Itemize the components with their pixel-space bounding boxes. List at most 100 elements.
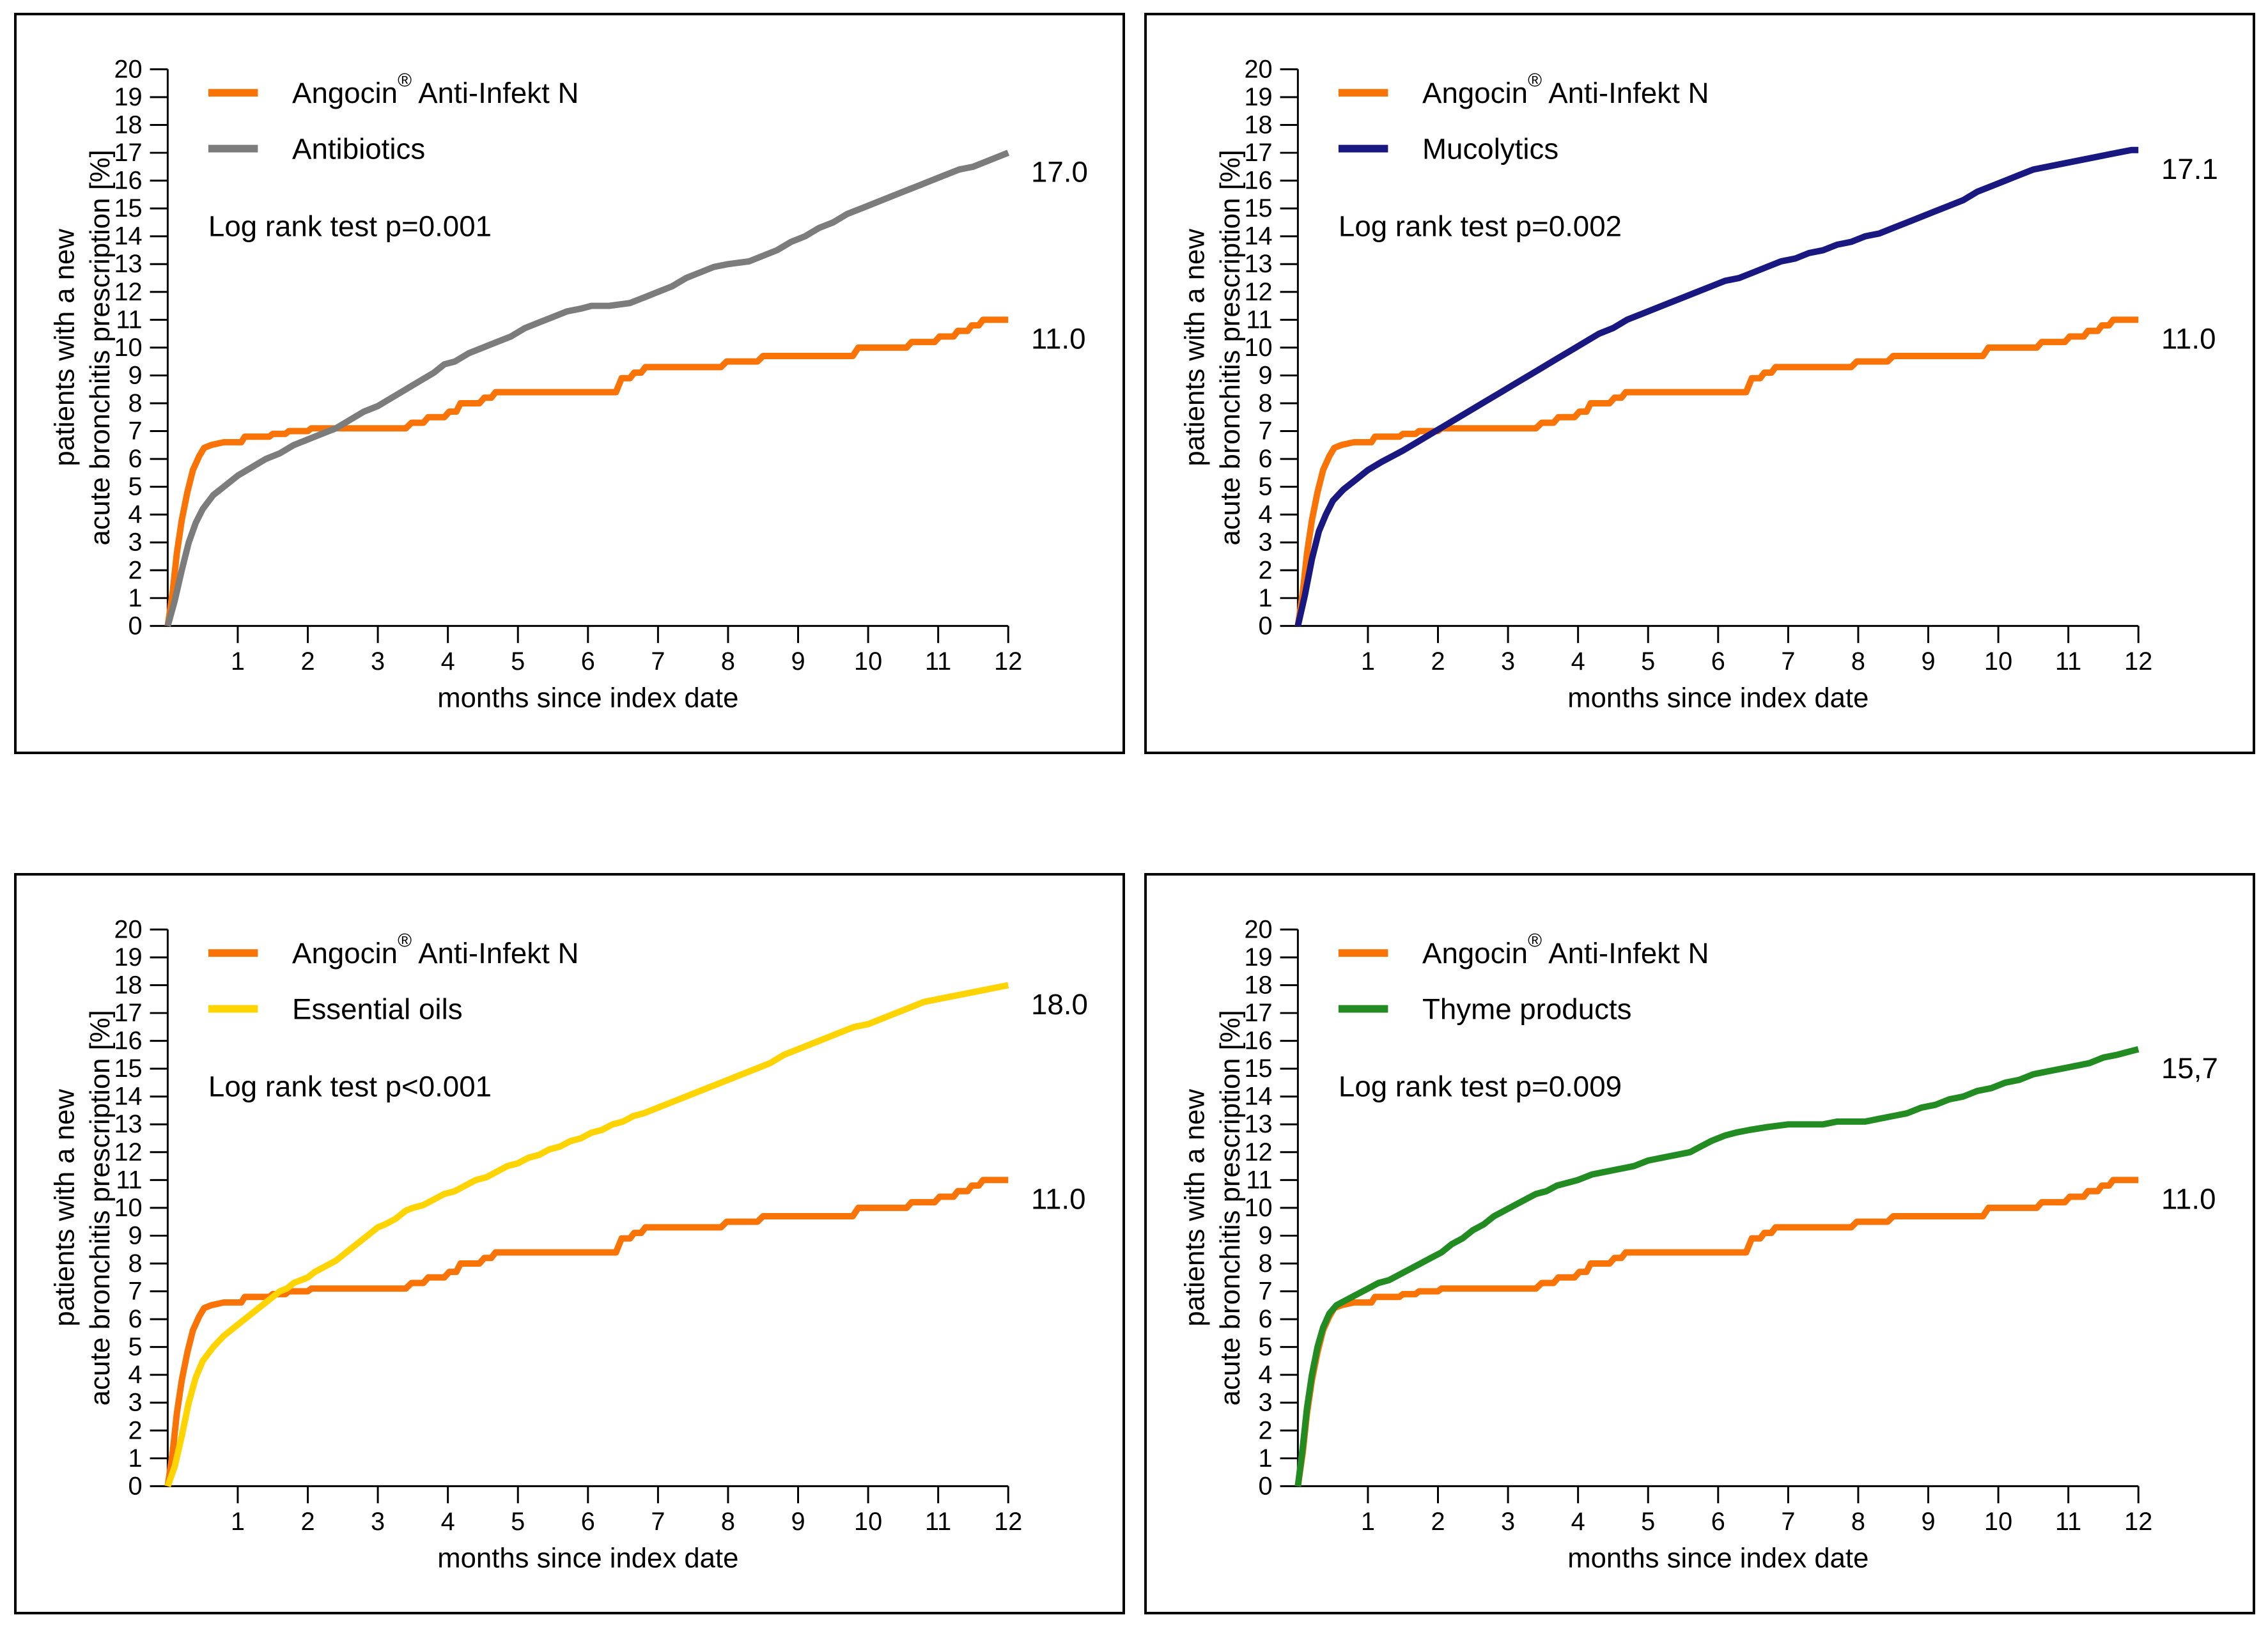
curve-antibiotics [164,150,1010,627]
curve-thyme [1294,1046,2140,1487]
curve-mucolytics [1294,146,2139,627]
y-tick-label: 4 [1259,500,1273,529]
end-label-angocin: 11.0 [1031,323,1086,355]
y-tick-label: 14 [114,222,142,251]
y-tick-label: 6 [128,445,143,473]
x-tick-label: 2 [300,1508,315,1536]
y-tick-label: 16 [1244,1027,1272,1055]
y-tick-label: 8 [1259,1249,1273,1278]
x-tick-label: 7 [1781,1508,1795,1536]
x-tick-label: 8 [1851,647,1865,676]
y-tick-label: 14 [1244,1083,1272,1111]
curve-essential-oils [164,982,1009,1488]
y-tick-label: 18 [114,111,142,139]
x-tick-label: 5 [511,647,525,676]
y-axis-title-line2: acute bronchitis prescription [%] [84,1010,116,1405]
x-tick-label: 3 [371,647,385,676]
y-tick-label: 20 [114,55,142,83]
x-tick-label: 10 [854,1508,882,1536]
y-axis-title-line1: patients with a new [49,229,80,467]
y-tick-label: 7 [128,1278,143,1306]
x-tick-label: 8 [721,647,735,676]
y-tick-label: 15 [1244,1055,1272,1083]
y-tick-label: 20 [1244,55,1272,83]
x-tick-label: 9 [1921,647,1935,676]
y-tick-label: 20 [114,915,142,943]
x-tick-label: 2 [300,647,315,676]
x-tick-label: 5 [1641,647,1655,676]
y-tick-label: 9 [1259,1221,1273,1249]
y-tick-label: 15 [114,194,142,222]
end-label-mucolytics: 17.1 [2161,153,2218,185]
panel-angocin-vs-thyme-products: 0 1 2 3 4 5 6 7 8 9 10 11 12 13 14 15 16 17 18 19 20 1 2 3 4 5 6 7 8… [1144,873,2255,1614]
y-tick-label: 3 [1259,1389,1273,1417]
y-tick-label: 18 [1244,971,1272,1000]
y-tick-label: 10 [1244,334,1272,362]
end-label-antibiotics: 17.0 [1031,155,1088,188]
y-tick-label: 15 [114,1055,142,1083]
y-tick-label: 11 [1246,1166,1272,1194]
x-axis-title: months since index date [437,1542,738,1573]
y-tick-label: 0 [128,1472,143,1500]
x-tick-label: 1 [1361,1508,1375,1536]
log-rank-p-value: Log rank test p<0.001 [208,1071,492,1103]
x-tick-label: 11 [2055,1508,2081,1536]
log-rank-p-value: Log rank test p=0.002 [1339,210,1622,243]
x-tick-label: 5 [1641,1508,1655,1536]
y-tick-label: 5 [1259,473,1273,501]
y-tick-label: 12 [1244,278,1272,306]
y-tick-label: 2 [1259,1416,1273,1444]
y-tick-label: 6 [1259,1305,1273,1333]
y-tick-label: 2 [128,1416,143,1444]
y-tick-label: 15 [1244,194,1272,222]
legend-label-mucolytics: Mucolytics [1422,132,1558,165]
curve-angocin [1294,316,2139,627]
legend-label-angocin: Angocin® Anti-Infekt N [292,70,579,109]
x-tick-label: 11 [925,647,951,676]
y-tick-label: 2 [128,556,143,584]
end-label-thyme: 15,7 [2161,1052,2218,1085]
y-tick-label: 8 [128,1249,143,1278]
curve-angocin [164,316,1009,627]
legend-label-angocin: Angocin® Anti-Infekt N [1422,70,1709,109]
panel-angocin-vs-antibiotics: 0 1 2 3 4 5 6 7 8 9 10 11 12 13 14 15 16 17 18 19 20 1 2 3 4 5 6 7 8… [14,13,1125,754]
y-tick-label: 18 [114,971,142,1000]
x-tick-label: 3 [1501,1508,1515,1536]
x-tick-label: 1 [1361,647,1375,676]
x-axis-title: months since index date [1567,1542,1868,1573]
y-tick-label: 17 [114,999,142,1027]
x-tick-label: 11 [2055,647,2081,676]
y-tick-label: 7 [1259,417,1273,445]
y-axis-title-line2: acute bronchitis prescription [%] [1215,1010,1246,1405]
x-tick-label: 9 [791,647,805,676]
y-tick-label: 11 [116,1166,142,1194]
legend-label-antibiotics: Antibiotics [292,132,425,165]
y-tick-label: 1 [128,1444,143,1473]
y-tick-label: 16 [114,167,142,195]
y-tick-label: 8 [1259,389,1273,417]
y-tick-label: 10 [114,1194,142,1222]
y-tick-label: 3 [128,1389,143,1417]
y-tick-label: 10 [1244,1194,1272,1222]
y-tick-label: 8 [128,389,143,417]
x-tick-label: 12 [994,1508,1022,1536]
y-tick-label: 14 [1244,222,1272,251]
y-tick-label: 14 [114,1083,142,1111]
y-tick-label: 2 [1259,556,1273,584]
y-tick-label: 4 [128,1361,143,1389]
y-tick-label: 0 [1259,1472,1273,1500]
y-tick-label: 16 [114,1027,142,1055]
x-tick-label: 4 [441,1508,455,1536]
y-tick-label: 11 [116,305,142,334]
x-tick-label: 8 [1851,1508,1865,1536]
x-tick-label: 4 [441,647,455,676]
x-tick-label: 12 [2124,1508,2152,1536]
x-tick-label: 6 [581,647,595,676]
x-tick-label: 4 [1571,647,1585,676]
panel-angocin-vs-mucolytics: 0 1 2 3 4 5 6 7 8 9 10 11 12 13 14 15 16 17 18 19 20 1 2 3 4 5 6 7 8… [1144,13,2255,754]
x-axis-title: months since index date [1567,682,1868,713]
y-tick-label: 19 [1244,943,1272,971]
y-tick-label: 13 [1244,1110,1272,1138]
y-tick-label: 11 [1246,305,1272,334]
